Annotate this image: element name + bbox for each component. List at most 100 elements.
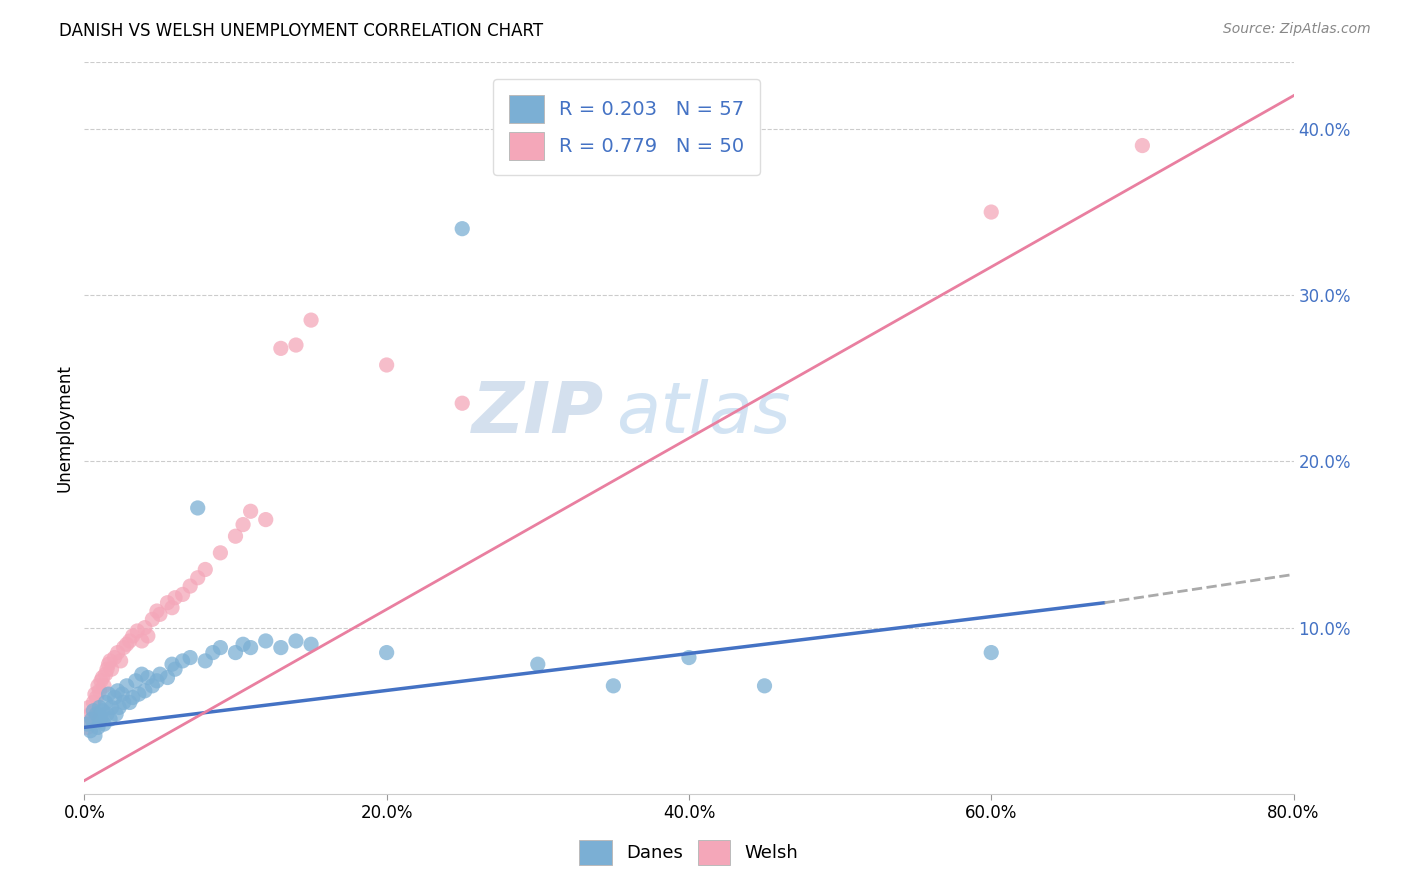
Point bbox=[104, 690, 127, 705]
Point bbox=[172, 587, 194, 601]
Point bbox=[79, 707, 101, 722]
Point bbox=[254, 634, 277, 648]
Point bbox=[90, 710, 112, 724]
Point bbox=[80, 712, 103, 726]
Point bbox=[165, 662, 187, 676]
Point bbox=[149, 607, 172, 622]
Point bbox=[1130, 138, 1153, 153]
Point bbox=[97, 687, 120, 701]
Point bbox=[111, 687, 134, 701]
Point bbox=[232, 517, 254, 532]
Point bbox=[254, 512, 277, 526]
Point bbox=[79, 723, 101, 738]
Point bbox=[160, 600, 183, 615]
Point bbox=[141, 679, 163, 693]
Point bbox=[134, 621, 156, 635]
Point bbox=[96, 707, 118, 722]
Point bbox=[980, 205, 1002, 219]
Point bbox=[209, 546, 232, 560]
Point bbox=[100, 662, 122, 676]
Point bbox=[980, 646, 1002, 660]
Point bbox=[194, 654, 217, 668]
Point bbox=[76, 720, 98, 734]
Point bbox=[84, 729, 107, 743]
Point bbox=[285, 634, 308, 648]
Point bbox=[451, 396, 474, 410]
Point bbox=[209, 640, 232, 655]
Point bbox=[121, 629, 143, 643]
Point bbox=[110, 654, 132, 668]
Point bbox=[156, 671, 179, 685]
Point bbox=[89, 714, 111, 728]
Point bbox=[93, 679, 115, 693]
Point bbox=[232, 637, 254, 651]
Point bbox=[141, 612, 163, 626]
Point bbox=[91, 671, 114, 685]
Point bbox=[121, 690, 143, 705]
Point bbox=[179, 650, 201, 665]
Point bbox=[136, 629, 159, 643]
Point bbox=[602, 679, 624, 693]
Point bbox=[134, 683, 156, 698]
Point bbox=[187, 500, 209, 515]
Point bbox=[187, 571, 209, 585]
Point bbox=[91, 704, 114, 718]
Point bbox=[131, 667, 153, 681]
Point bbox=[156, 596, 179, 610]
Point bbox=[451, 221, 474, 235]
Point bbox=[225, 529, 247, 543]
Point bbox=[82, 704, 104, 718]
Text: DANISH VS WELSH UNEMPLOYMENT CORRELATION CHART: DANISH VS WELSH UNEMPLOYMENT CORRELATION… bbox=[59, 22, 543, 40]
Point bbox=[98, 654, 121, 668]
Point bbox=[375, 646, 398, 660]
Text: Source: ZipAtlas.com: Source: ZipAtlas.com bbox=[1223, 22, 1371, 37]
Point bbox=[299, 637, 322, 651]
Point bbox=[87, 679, 110, 693]
Point bbox=[82, 696, 104, 710]
Point bbox=[375, 358, 398, 372]
Y-axis label: Unemployment: Unemployment bbox=[55, 364, 73, 492]
Point bbox=[118, 696, 141, 710]
Point bbox=[270, 342, 292, 356]
Point bbox=[146, 673, 169, 688]
Point bbox=[80, 712, 103, 726]
Point bbox=[201, 646, 224, 660]
Point bbox=[115, 679, 138, 693]
Point bbox=[160, 657, 183, 672]
Point bbox=[131, 634, 153, 648]
Point bbox=[115, 637, 138, 651]
Point bbox=[678, 650, 700, 665]
Point bbox=[107, 683, 129, 698]
Point bbox=[98, 712, 121, 726]
Point bbox=[225, 646, 247, 660]
Point bbox=[146, 604, 169, 618]
Point bbox=[172, 654, 194, 668]
Point bbox=[165, 591, 187, 605]
Legend: Danes, Welsh: Danes, Welsh bbox=[572, 832, 806, 872]
Point bbox=[239, 504, 262, 518]
Point bbox=[86, 707, 108, 722]
Point bbox=[107, 646, 129, 660]
Point bbox=[96, 662, 118, 676]
Point bbox=[94, 667, 117, 681]
Point bbox=[270, 640, 292, 655]
Point bbox=[76, 717, 98, 731]
Point bbox=[89, 683, 111, 698]
Point bbox=[527, 657, 550, 672]
Point bbox=[89, 700, 111, 714]
Point bbox=[104, 650, 127, 665]
Point bbox=[128, 687, 150, 701]
Point bbox=[105, 707, 128, 722]
Point bbox=[125, 673, 148, 688]
Point bbox=[94, 696, 117, 710]
Point bbox=[87, 720, 110, 734]
Point bbox=[179, 579, 201, 593]
Point bbox=[100, 700, 122, 714]
Point bbox=[136, 671, 159, 685]
Point bbox=[90, 673, 112, 688]
Text: atlas: atlas bbox=[616, 379, 792, 448]
Point bbox=[299, 313, 322, 327]
Point bbox=[127, 624, 149, 638]
Point bbox=[93, 717, 115, 731]
Text: ZIP: ZIP bbox=[472, 379, 605, 448]
